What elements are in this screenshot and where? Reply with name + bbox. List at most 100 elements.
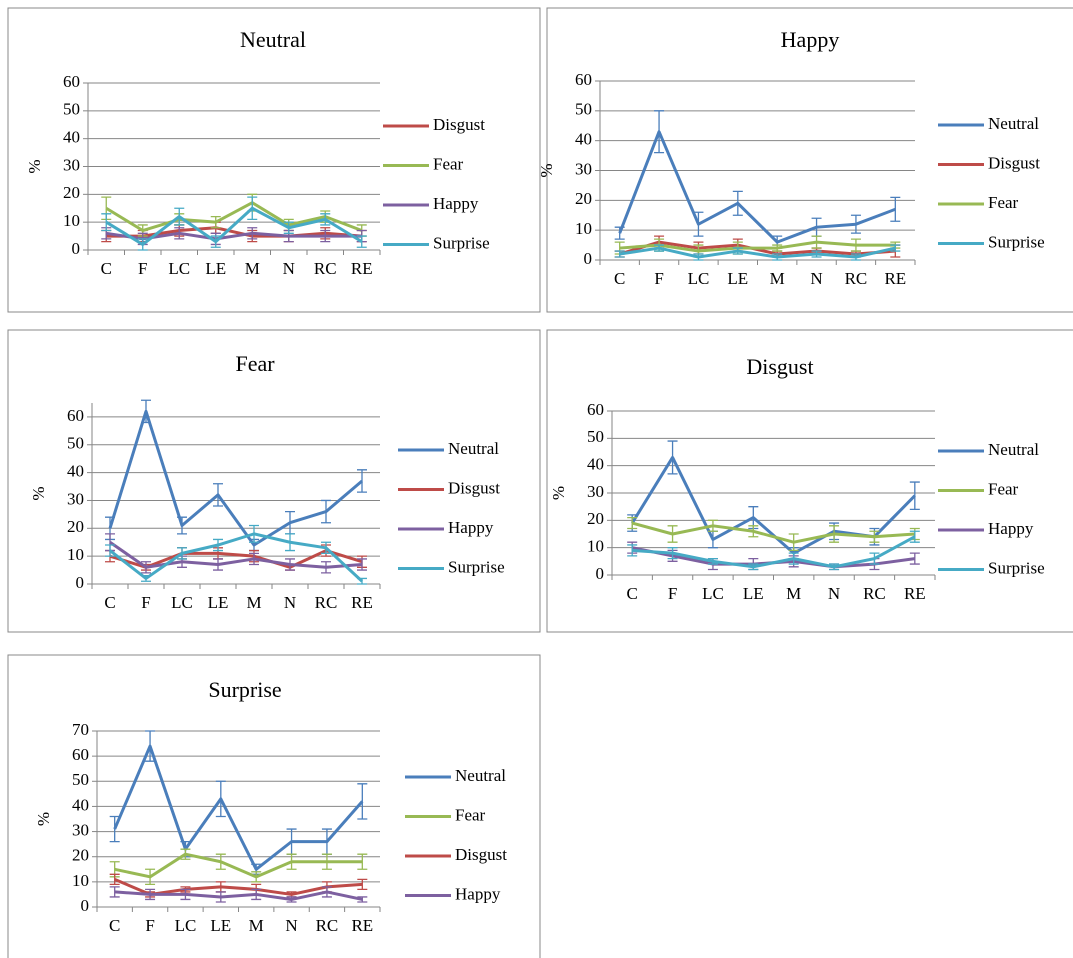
error-bar <box>249 524 259 543</box>
error-bar <box>145 730 156 762</box>
y-tick-label: 30 <box>72 820 89 839</box>
y-tick-label: 10 <box>72 871 89 890</box>
error-bar <box>320 213 331 226</box>
legend-label: Fear <box>988 479 1019 498</box>
y-tick-label: 40 <box>72 795 89 814</box>
error-bar <box>627 516 638 530</box>
error-bar <box>909 530 920 543</box>
error-bar <box>772 244 783 252</box>
panel-border <box>7 7 541 313</box>
error-bar <box>614 250 625 258</box>
legend-label: Disgust <box>455 845 507 864</box>
x-tick-label: LE <box>727 269 748 288</box>
series-line <box>619 246 896 259</box>
legend-label: Disgust <box>448 478 500 497</box>
error-bar <box>177 547 187 560</box>
x-tick-label: M <box>786 584 801 603</box>
error-bar <box>357 896 368 903</box>
error-bar <box>829 525 840 543</box>
error-bar <box>105 544 115 557</box>
error-bar <box>707 519 718 532</box>
error-bar <box>141 574 151 582</box>
x-tick-label: RE <box>904 584 926 603</box>
y-tick-label: 60 <box>67 406 84 425</box>
error-bar <box>285 558 295 571</box>
series-line <box>108 409 363 547</box>
error-bar <box>109 873 120 886</box>
error-bar <box>357 469 367 493</box>
y-axis-label: % <box>537 163 556 177</box>
x-tick-label: M <box>245 259 260 278</box>
error-bar <box>213 558 223 571</box>
panel-border <box>546 7 1073 313</box>
y-tick-label: 30 <box>587 482 604 501</box>
x-tick-label: C <box>109 916 120 935</box>
chart-title: Surprise <box>208 677 281 702</box>
error-bar <box>285 533 295 552</box>
error-bar <box>247 196 258 221</box>
error-bar <box>732 190 743 216</box>
error-bar <box>909 552 920 565</box>
x-tick-label: F <box>145 916 154 935</box>
error-bar <box>357 577 367 585</box>
error-bar <box>693 253 704 261</box>
y-tick-label: 20 <box>67 517 84 536</box>
x-tick-label: M <box>249 916 264 935</box>
error-bar <box>321 853 332 870</box>
panel-border <box>546 329 1073 633</box>
series-line <box>631 521 915 544</box>
error-bar <box>215 853 226 870</box>
error-bar <box>321 499 331 524</box>
chart-title: Fear <box>235 351 275 376</box>
error-bar <box>210 215 221 229</box>
x-tick-label: LC <box>688 269 710 288</box>
error-bar <box>101 213 112 232</box>
error-bar <box>693 211 704 237</box>
y-tick-label: 70 <box>72 720 89 739</box>
legend-label: Disgust <box>988 153 1040 172</box>
y-tick-label: 20 <box>575 189 592 208</box>
x-tick-label: N <box>285 916 297 935</box>
panel-border <box>7 329 541 633</box>
error-bar <box>614 226 625 240</box>
x-tick-label: RC <box>314 259 337 278</box>
error-bar <box>321 886 332 898</box>
error-bar <box>788 533 799 552</box>
error-bar <box>145 888 156 901</box>
y-tick-label: 50 <box>587 427 604 446</box>
error-bar <box>215 891 226 903</box>
series-line <box>109 540 363 569</box>
error-bar <box>137 238 148 251</box>
y-tick-label: 0 <box>76 573 85 592</box>
x-tick-label: F <box>138 259 147 278</box>
x-tick-label: RC <box>315 593 338 612</box>
x-tick-label: RE <box>351 916 373 935</box>
x-tick-label: RE <box>351 259 373 278</box>
y-tick-label: 10 <box>575 219 592 238</box>
error-bar <box>141 399 151 424</box>
y-tick-label: 0 <box>596 564 605 583</box>
y-tick-label: 20 <box>587 509 604 528</box>
error-bar <box>180 888 191 901</box>
x-tick-label: C <box>627 584 638 603</box>
error-bar <box>357 783 368 820</box>
x-tick-label: F <box>141 593 150 612</box>
error-bar <box>850 238 861 252</box>
error-bar <box>286 853 297 870</box>
y-tick-label: 60 <box>72 745 89 764</box>
x-tick-label: LC <box>702 584 724 603</box>
legend-label: Neutral <box>455 766 506 785</box>
error-bar <box>180 848 191 860</box>
error-bar <box>909 481 920 511</box>
y-tick-label: 30 <box>575 159 592 178</box>
y-tick-label: 10 <box>63 211 80 230</box>
series-line <box>114 890 363 901</box>
x-tick-label: N <box>284 593 296 612</box>
y-tick-label: 40 <box>67 462 84 481</box>
error-bar <box>811 250 822 258</box>
error-bar <box>109 886 120 898</box>
y-tick-label: 40 <box>587 455 604 474</box>
x-tick-label: F <box>668 584 677 603</box>
legend-label: Happy <box>433 194 479 213</box>
